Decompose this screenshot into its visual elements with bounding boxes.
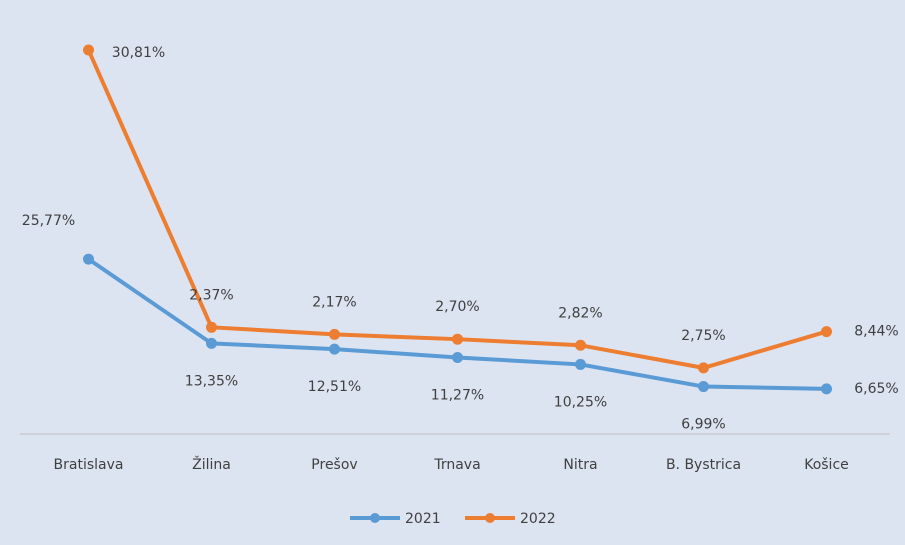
x-tick-label: Prešov	[311, 457, 357, 473]
data-label: 2,75%	[681, 328, 725, 344]
point	[575, 358, 586, 370]
data-label: 6,65%	[854, 381, 898, 397]
point	[821, 326, 832, 338]
legend-marker	[485, 513, 495, 523]
legend-label: 2022	[520, 511, 556, 527]
point	[698, 362, 709, 374]
point	[452, 352, 463, 364]
point	[329, 328, 340, 340]
point	[698, 381, 709, 393]
data-label: 30,81%	[112, 45, 165, 61]
data-label: 11,27%	[431, 388, 484, 404]
point	[83, 44, 94, 56]
x-tick-label: Trnava	[433, 457, 480, 473]
data-label: 2,37%	[189, 287, 233, 303]
point	[206, 337, 217, 349]
point	[821, 383, 832, 395]
point	[452, 333, 463, 345]
legend-label: 2021	[405, 511, 441, 527]
legend-marker	[370, 513, 380, 523]
data-label: 6,99%	[681, 417, 725, 433]
x-tick-label: Bratislava	[54, 457, 124, 473]
x-tick-label: B. Bystrica	[666, 457, 741, 473]
x-tick-label: Košice	[804, 457, 849, 473]
point	[83, 253, 94, 265]
series-line	[86, 49, 828, 370]
data-label: 8,44%	[854, 324, 898, 340]
data-label: 2,82%	[558, 305, 602, 321]
data-label: 2,17%	[312, 294, 356, 310]
point	[575, 339, 586, 351]
data-label: 2,70%	[435, 299, 479, 315]
data-label: 25,77%	[22, 213, 75, 229]
series-line	[87, 257, 827, 391]
data-label: 12,51%	[308, 379, 361, 395]
data-label: 13,35%	[185, 373, 238, 389]
x-tick-label: Žilina	[192, 455, 231, 473]
point	[206, 321, 217, 333]
data-label: 10,25%	[554, 394, 607, 410]
point	[329, 343, 340, 355]
x-tick-label: Nitra	[563, 457, 597, 473]
